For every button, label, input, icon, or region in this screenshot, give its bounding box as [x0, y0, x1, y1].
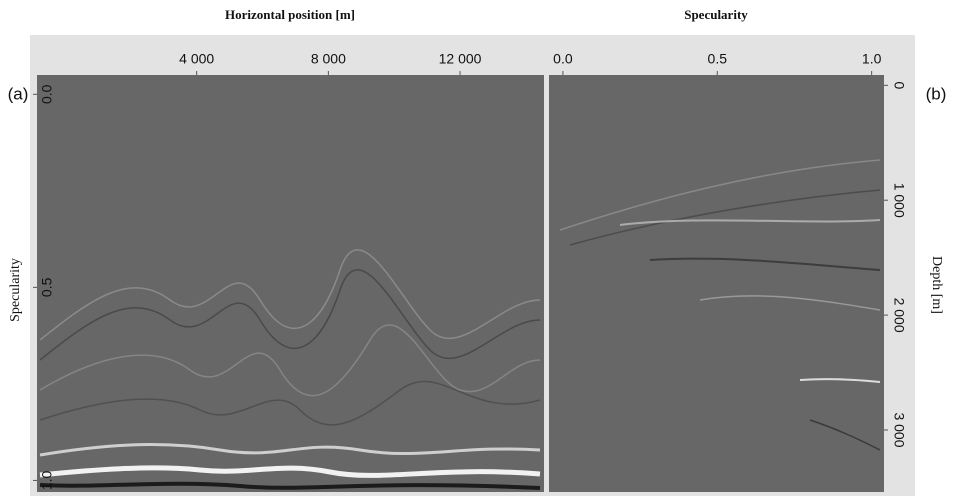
panel-a-image: [37, 75, 544, 492]
y-tick-label: 0.0: [39, 84, 55, 104]
x-tick-label: 1.0: [862, 51, 882, 67]
x-tick-label: 8 000: [311, 51, 346, 67]
reflector: [39, 249, 541, 341]
panel-b-image: [549, 75, 884, 492]
y-axis-title: Depth [m]: [929, 256, 944, 314]
reflector: [809, 419, 881, 451]
reflector: [39, 269, 541, 361]
reflector: [799, 378, 881, 383]
y-axis-title: Specularity: [8, 258, 23, 322]
y-tick-label: 1 000: [891, 183, 907, 218]
panel-label: (b): [926, 84, 947, 103]
reflector: [39, 481, 541, 490]
reflector: [39, 380, 541, 426]
panel-label: (a): [8, 84, 29, 103]
reflector: [39, 465, 541, 478]
y-tick-label: 0: [891, 81, 907, 89]
seismic-texture: [39, 159, 881, 490]
reflector: [39, 443, 541, 457]
y-tick-label: 1.0: [39, 470, 55, 490]
x-tick-label: 4 000: [179, 51, 214, 67]
x-tick-label: 12 000: [439, 51, 482, 67]
panel-title: Specularity: [684, 7, 748, 22]
y-tick-label: 2 000: [891, 298, 907, 333]
reflector: [39, 324, 541, 397]
reflector: [559, 159, 881, 231]
reflector: [649, 257, 881, 271]
x-tick-label: 0.0: [553, 51, 573, 67]
x-tick-label: 0.5: [708, 51, 728, 67]
reflector: [569, 189, 881, 246]
panel-title: Horizontal position [m]: [225, 7, 355, 22]
reflector: [699, 295, 881, 311]
reflector: [619, 219, 881, 226]
y-tick-label: 3 000: [891, 412, 907, 447]
y-tick-label: 0.5: [39, 277, 55, 297]
